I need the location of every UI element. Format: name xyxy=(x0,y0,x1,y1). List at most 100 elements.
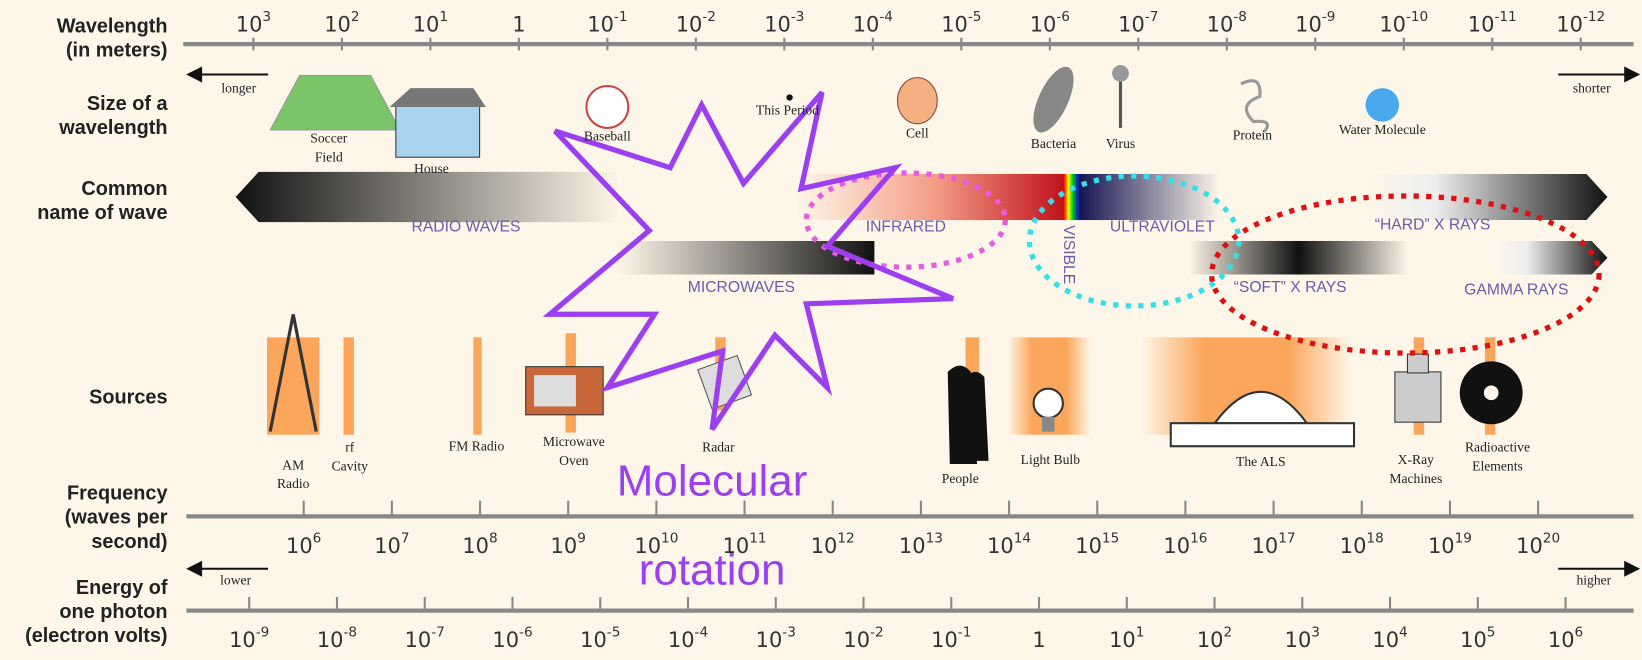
tick-label: 10-2 xyxy=(676,9,716,36)
tick-exp: -9 xyxy=(256,625,270,641)
tick-exp: -9 xyxy=(1322,9,1336,25)
tick-base: 10 xyxy=(1548,628,1575,652)
tick-exp: -4 xyxy=(695,625,709,641)
tick-exp: -8 xyxy=(1233,9,1247,25)
tick-base: 10 xyxy=(580,628,607,652)
tick-base: 10 xyxy=(1163,534,1190,558)
tick-label: 10-3 xyxy=(764,9,804,36)
tick-base: 10 xyxy=(1252,534,1279,558)
tick-base: 10 xyxy=(551,534,578,558)
tick-label: 10-8 xyxy=(317,625,357,652)
wave-name: “SOFT” X RAYS xyxy=(1234,279,1347,296)
size-label: Cell xyxy=(906,125,929,140)
row-label: name of wave xyxy=(37,202,167,224)
tick-label: 1013 xyxy=(899,530,943,557)
size-label: Water Molecule xyxy=(1339,122,1426,137)
tick-base: 10 xyxy=(853,12,880,36)
arrow-label: shorter xyxy=(1573,80,1611,95)
arrow-label: higher xyxy=(1576,572,1611,587)
tick-label: 10-6 xyxy=(1030,9,1070,36)
source-bars xyxy=(267,333,1495,437)
tick-base: 10 xyxy=(229,628,256,652)
wave-name: “HARD” X RAYS xyxy=(1375,216,1491,233)
size-label: This Period xyxy=(756,102,819,117)
source-label: Oven xyxy=(559,453,589,468)
source-label: Microwave xyxy=(543,434,605,449)
tick-exp: -3 xyxy=(791,9,805,25)
tick-exp: -8 xyxy=(344,625,358,641)
wave-name: VISIBLE xyxy=(1060,225,1077,284)
tick-label: 10-12 xyxy=(1556,9,1605,36)
source-label: Light Bulb xyxy=(1021,452,1081,467)
tick-label: 10-7 xyxy=(1118,9,1158,36)
tick-base: 10 xyxy=(1118,12,1145,36)
tick-base: 10 xyxy=(405,628,432,652)
tick-exp: 15 xyxy=(1102,530,1119,546)
source-label: FM Radio xyxy=(449,438,505,453)
source-label: People xyxy=(942,471,979,486)
tick-exp: 1 xyxy=(1136,625,1145,641)
tick-base: 10 xyxy=(1460,628,1487,652)
tick-label: 1020 xyxy=(1516,530,1560,557)
tick-base: 10 xyxy=(286,534,313,558)
tick-label: 101 xyxy=(1109,625,1144,652)
tick-exp: -2 xyxy=(702,9,716,25)
tick-exp: 3 xyxy=(1311,625,1320,641)
tick-label: 10-4 xyxy=(668,625,708,652)
row-label: one photon xyxy=(59,601,167,623)
tick-base: 10 xyxy=(764,12,791,36)
tick-exp: 17 xyxy=(1278,530,1295,546)
tick-exp: 7 xyxy=(401,530,410,546)
row-label: Size of a xyxy=(87,93,169,115)
tick-exp: 1 xyxy=(439,9,448,25)
tick-exp: -5 xyxy=(607,625,621,641)
size-label: House xyxy=(414,161,449,176)
row-label: Wavelength xyxy=(57,16,168,38)
tick-label: 104 xyxy=(1372,625,1407,652)
tick-exp: 20 xyxy=(1543,530,1560,546)
tick-label: 109 xyxy=(551,530,586,557)
tick-exp: 18 xyxy=(1366,530,1383,546)
tick-exp: 2 xyxy=(351,9,360,25)
tick-exp: -1 xyxy=(614,9,628,25)
tick-label: 102 xyxy=(324,9,359,36)
tick-exp: -7 xyxy=(1145,9,1159,25)
tick-exp: 9 xyxy=(577,530,586,546)
tick-exp: 13 xyxy=(926,530,943,546)
annotation: Molecular xyxy=(617,457,808,506)
tick-base: 10 xyxy=(941,12,968,36)
tick-label: 10-1 xyxy=(931,625,971,652)
tick-exp: -10 xyxy=(1406,9,1428,25)
size-label: Bacteria xyxy=(1031,136,1076,151)
tick-exp: 8 xyxy=(489,530,498,546)
tick-label: 10-7 xyxy=(405,625,445,652)
tick-exp: -6 xyxy=(1056,9,1070,25)
source-label: AM xyxy=(282,457,304,472)
tick-base: 10 xyxy=(1516,534,1543,558)
tick-label: 10-11 xyxy=(1468,9,1517,36)
size-label: Soccer xyxy=(310,131,347,146)
tick-label: 1016 xyxy=(1163,530,1207,557)
tick-exp: 6 xyxy=(1575,625,1584,641)
tick-exp: -7 xyxy=(431,625,445,641)
tick-base: 10 xyxy=(899,534,926,558)
tick-label: 1 xyxy=(1032,628,1045,652)
size-label: Virus xyxy=(1106,136,1135,151)
tick-exp: 14 xyxy=(1014,530,1031,546)
tick-exp: 10 xyxy=(661,530,678,546)
row-label: (in meters) xyxy=(66,40,168,62)
wave-name: INFRARED xyxy=(866,219,946,236)
tick-label: 106 xyxy=(1548,625,1583,652)
tick-label: 1014 xyxy=(987,530,1031,557)
source-label: X-Ray xyxy=(1398,452,1434,467)
tick-label: 103 xyxy=(1285,625,1320,652)
tick-label: 1012 xyxy=(811,530,855,557)
tick-label: 1019 xyxy=(1428,530,1472,557)
source-label: Radioactive xyxy=(1465,439,1530,454)
tick-exp: -4 xyxy=(879,9,893,25)
tick-base: 10 xyxy=(1207,12,1234,36)
source-label: Radar xyxy=(702,439,735,454)
tick-label: 102 xyxy=(1197,625,1232,652)
size-label: Protein xyxy=(1233,127,1273,142)
tick-label: 10-6 xyxy=(492,625,532,652)
